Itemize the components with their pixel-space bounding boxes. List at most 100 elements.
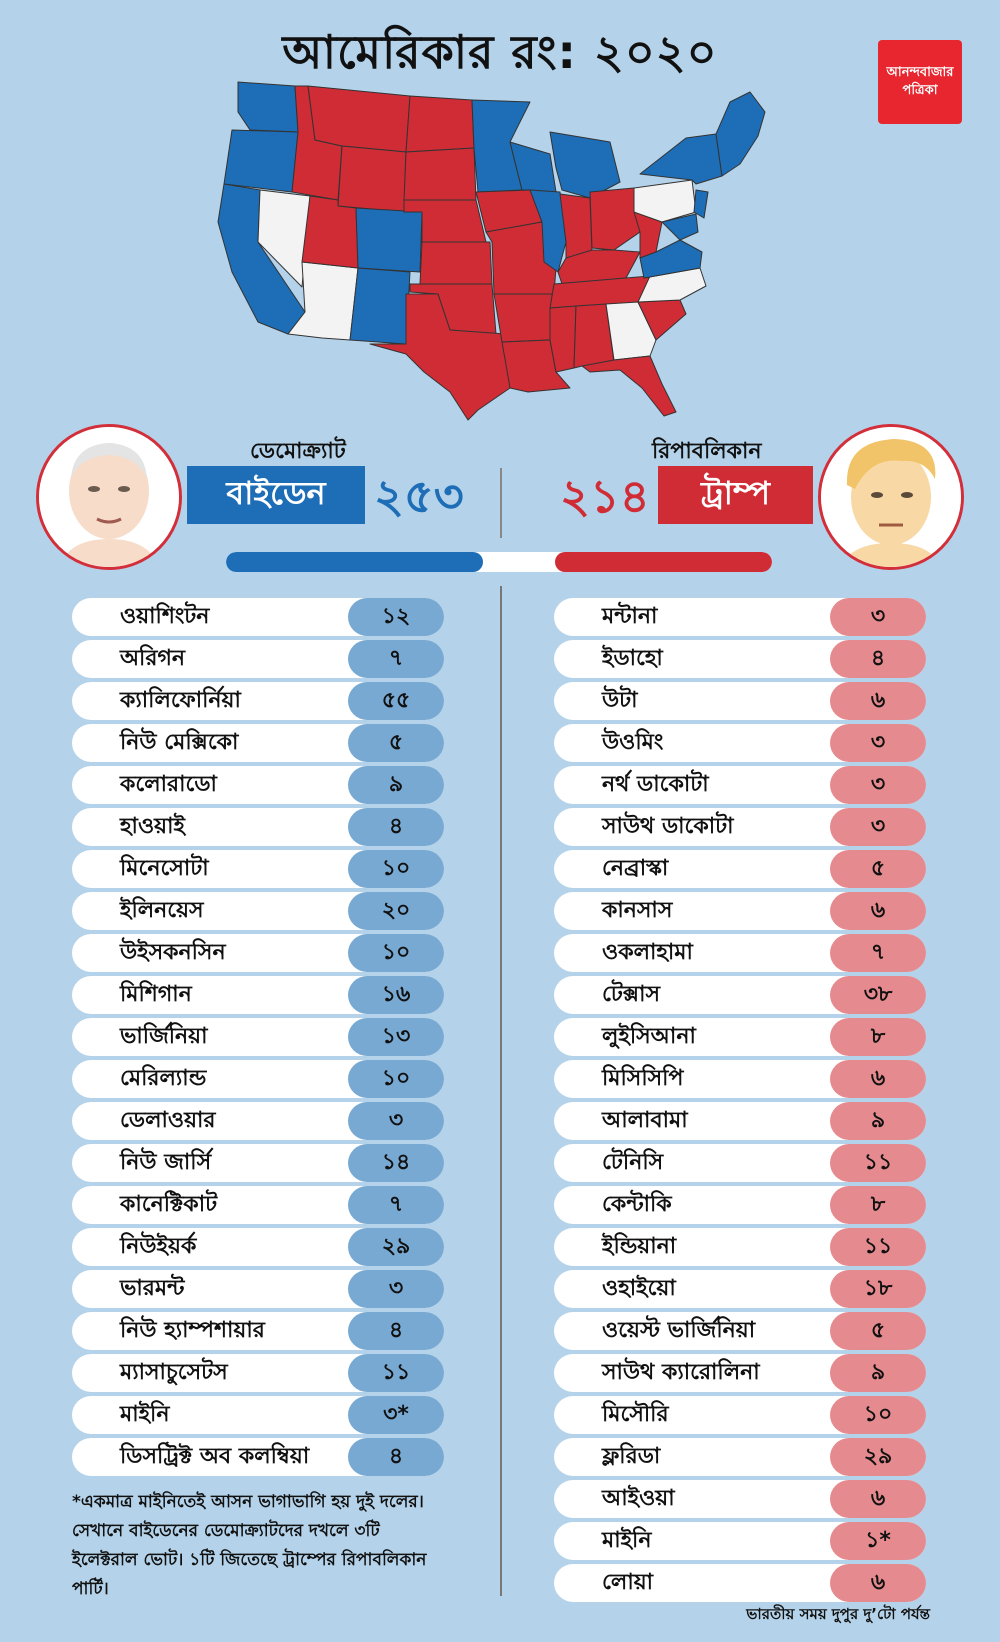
state-name: উওমিং [602, 730, 664, 755]
state-name: ওয়াশিংটন [120, 604, 210, 629]
map-new-york [639, 133, 723, 185]
state-row: ইন্ডিয়ানা ১১ [554, 1228, 926, 1266]
state-row: মেরিল্যান্ড ১০ [72, 1060, 444, 1098]
state-name: মিসিসিপি [602, 1066, 684, 1091]
state-name: টেনিসি [602, 1150, 664, 1175]
electoral-votes: ৯ [830, 1102, 926, 1140]
state-row: মন্টানা ৩ [554, 598, 926, 636]
state-name: ফ্লরিডা [602, 1444, 661, 1469]
map-north-dakota [405, 95, 475, 153]
map-arkansas [493, 293, 555, 343]
electoral-progress-bar [226, 552, 772, 572]
state-row: ডেলাওয়ার ৩ [72, 1102, 444, 1140]
state-name: আলাবামা [602, 1108, 688, 1133]
map-ohio [589, 187, 641, 251]
trump-portrait [818, 424, 964, 570]
state-name: কানেক্টিকাট [120, 1192, 218, 1217]
map-florida [581, 355, 677, 417]
electoral-votes: ৩ [348, 1270, 444, 1308]
electoral-votes: ৫ [830, 1312, 926, 1350]
state-name: মেরিল্যান্ড [120, 1066, 207, 1091]
electoral-votes: ৩ [348, 1102, 444, 1140]
electoral-votes: ৩ [830, 808, 926, 846]
state-row: উওমিং ৩ [554, 724, 926, 762]
electoral-votes: ১২ [348, 598, 444, 636]
state-name: মাইনি [602, 1528, 652, 1553]
state-row: নিউ হ্যাম্পশায়ার ৪ [72, 1312, 444, 1350]
state-name: ইডাহো [602, 646, 663, 671]
state-row: সাউথ ক্যারোলিনা ৯ [554, 1354, 926, 1392]
electoral-votes: ৫৫ [348, 682, 444, 720]
state-row: আলাবামা ৯ [554, 1102, 926, 1140]
newspaper-logo: আনন্দবাজার পত্রিকা [878, 40, 962, 124]
state-name: নেব্রাস্কা [602, 856, 669, 881]
electoral-votes: ৫ [830, 850, 926, 888]
democrat-party-label: ডেমোক্র্যাট [250, 439, 346, 464]
state-name: মাইনি [120, 1402, 170, 1427]
republican-party-label: রিপাবলিকান [652, 439, 762, 464]
electoral-votes: ৩* [348, 1396, 444, 1434]
electoral-votes: ৬ [830, 1060, 926, 1098]
state-name: নিউ মেক্সিকো [120, 730, 239, 755]
electoral-votes: ৩ [830, 766, 926, 804]
map-wyoming [337, 145, 407, 213]
state-row: মিসৌরি ১০ [554, 1396, 926, 1434]
state-name: সাউথ ক্যারোলিনা [602, 1360, 760, 1385]
map-new-england [715, 91, 766, 177]
state-name: ডিসট্রিক্ট অব কলম্বিয়া [120, 1444, 310, 1469]
map-georgia [605, 301, 657, 361]
map-texas [369, 293, 511, 421]
electoral-votes: ২৯ [830, 1438, 926, 1476]
state-name: ওয়েস্ট ভার্জিনিয়া [602, 1318, 756, 1343]
us-election-map [217, 81, 766, 421]
state-row: অরিগন ৭ [72, 640, 444, 678]
state-row: হাওয়াই ৪ [72, 808, 444, 846]
electoral-votes: ৩ [830, 724, 926, 762]
state-name: ইন্ডিয়ানা [602, 1234, 677, 1259]
electoral-votes: ১৪ [348, 1144, 444, 1182]
electoral-votes: ৬ [830, 682, 926, 720]
map-montana [307, 85, 411, 153]
state-name: কানসাস [602, 898, 673, 923]
state-name: ডেলাওয়ার [120, 1108, 216, 1133]
republican-states-list: মন্টানা ৩ ইডাহো ৪ উটা ৬ উওমিং ৩ নর্থ ডাকোটা ৩ সাউথ… [554, 598, 926, 1606]
electoral-votes: ১৮ [830, 1270, 926, 1308]
electoral-votes: ১০ [348, 934, 444, 972]
state-row: আইওয়া ৬ [554, 1480, 926, 1518]
electoral-votes: ২০ [348, 892, 444, 930]
state-row: মিনেসোটা ১০ [72, 850, 444, 888]
electoral-votes: ১০ [830, 1396, 926, 1434]
map-maryland [661, 213, 699, 241]
map-colorado [355, 207, 423, 273]
state-row: ভারমন্ট ৩ [72, 1270, 444, 1308]
state-row: কানেক্টিকাট ৭ [72, 1186, 444, 1224]
state-name: কেন্টাকি [602, 1192, 672, 1217]
state-row: লোয়া ৬ [554, 1564, 926, 1602]
state-name: সাউথ ডাকোটা [602, 814, 734, 839]
electoral-votes: ৮ [830, 1186, 926, 1224]
democrat-progress-fill [226, 552, 483, 572]
state-row: ওয়েস্ট ভার্জিনিয়া ৫ [554, 1312, 926, 1350]
electoral-votes: ৭ [348, 640, 444, 678]
state-name: মিসৌরি [602, 1402, 669, 1427]
map-mississippi [549, 305, 577, 373]
logo-line-2: পত্রিকা [902, 83, 938, 98]
electoral-votes: ১১ [830, 1144, 926, 1182]
state-name: নিউ হ্যাম্পশায়ার [120, 1318, 265, 1343]
maine-footnote: *একমাত্র মাইনিতেই আসন ভাগাভাগি হয় দুই দ… [72, 1492, 427, 1599]
state-row: ওয়াশিংটন ১২ [72, 598, 444, 636]
state-name: নিউ জার্সি [120, 1150, 212, 1175]
map-oregon [223, 129, 299, 193]
map-michigan [549, 131, 621, 199]
electoral-votes: ১১ [348, 1354, 444, 1392]
democrat-candidate-name: বাইডেন [187, 466, 365, 524]
electoral-votes: ৪ [830, 640, 926, 678]
state-row: নিউইয়র্ক ২৯ [72, 1228, 444, 1266]
map-nevada [257, 189, 311, 288]
map-south-dakota [403, 147, 477, 201]
state-row: নেব্রাস্কা ৫ [554, 850, 926, 888]
state-name: মিশিগান [120, 982, 192, 1007]
democrat-states-list: ওয়াশিংটন ১২ অরিগন ৭ ক্যালিফোর্নিয়া ৫৫ নিউ মে… [72, 598, 444, 1480]
democrat-total-votes: ২৫৩ [374, 469, 464, 523]
state-name: হাওয়াই [120, 814, 185, 839]
